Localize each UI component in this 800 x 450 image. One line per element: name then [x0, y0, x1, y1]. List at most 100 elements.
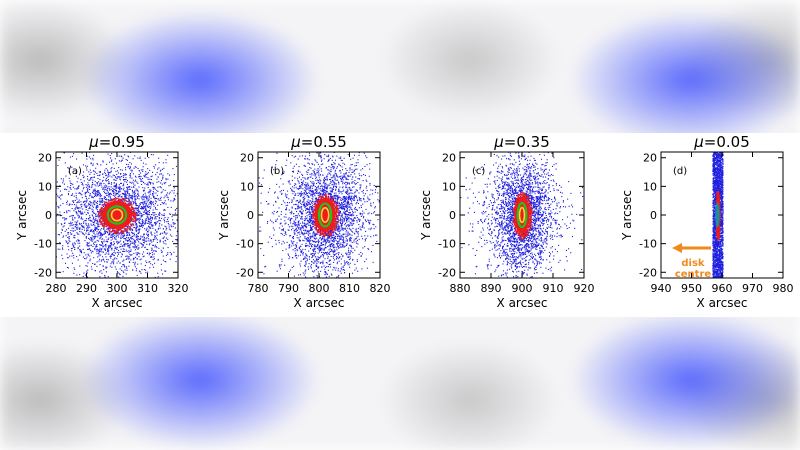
- scatter-point: [86, 243, 88, 245]
- scatter-point: [163, 167, 165, 169]
- scatter-point: [129, 240, 131, 242]
- scatter-point: [73, 267, 75, 269]
- scatter-point: [306, 187, 308, 189]
- scatter-point: [93, 242, 95, 244]
- scatter-point: [96, 261, 98, 263]
- scatter-point: [169, 191, 171, 193]
- scatter-point: [310, 240, 312, 242]
- core-point: [128, 202, 130, 204]
- scatter-point: [61, 229, 63, 231]
- scatter-point: [103, 241, 105, 243]
- scatter-point: [118, 229, 120, 231]
- scatter-point: [142, 170, 144, 172]
- scatter-point: [297, 255, 299, 257]
- core-point: [126, 205, 128, 207]
- scatter-point: [180, 220, 181, 221]
- scatter-point: [160, 196, 162, 198]
- scatter-point: [116, 247, 118, 249]
- scatter-point: [92, 211, 94, 213]
- scatter-point: [105, 192, 107, 194]
- scatter-point: [78, 216, 80, 218]
- scatter-point: [167, 197, 169, 199]
- scatter-point: [309, 216, 311, 218]
- scatter-point: [329, 246, 331, 248]
- scatter-point: [302, 252, 304, 254]
- scatter-point: [107, 188, 109, 190]
- scatter-point: [360, 169, 362, 171]
- scatter-point: [334, 171, 336, 173]
- scatter-point: [110, 171, 112, 173]
- scatter-point: [328, 239, 330, 241]
- scatter-point: [319, 166, 321, 168]
- scatter-point: [102, 251, 104, 253]
- scatter-point: [299, 249, 301, 251]
- scatter-point: [105, 186, 107, 188]
- scatter-point: [128, 166, 130, 168]
- scatter-point: [294, 229, 296, 231]
- scatter-point: [123, 241, 125, 243]
- scatter-point: [326, 266, 328, 268]
- scatter-point: [113, 185, 115, 187]
- scatter-point: [82, 256, 84, 258]
- scatter-point: [162, 162, 164, 164]
- plot-area: [34, 152, 196, 278]
- scatter-point: [95, 246, 97, 248]
- scatter-point: [119, 194, 121, 196]
- scatter-point: [100, 244, 102, 246]
- scatter-point: [141, 202, 143, 204]
- scatter-point: [135, 237, 137, 239]
- scatter-point: [91, 185, 93, 187]
- scatter-point: [328, 236, 330, 238]
- scatter-point: [89, 206, 91, 208]
- scatter-point: [346, 235, 348, 237]
- scatter-point: [81, 228, 83, 230]
- scatter-point: [372, 261, 374, 263]
- scatter-point: [312, 163, 314, 165]
- scatter-point: [333, 238, 335, 240]
- scatter-point: [290, 225, 292, 227]
- scatter-point: [97, 215, 99, 217]
- scatter-point: [350, 199, 352, 201]
- scatter-point: [195, 192, 196, 193]
- scatter-point: [106, 232, 108, 234]
- scatter-point: [134, 203, 136, 205]
- scatter-point: [53, 261, 54, 262]
- scatter-point: [158, 247, 160, 249]
- scatter-point: [291, 206, 293, 208]
- scatter-point: [143, 236, 145, 238]
- scatter-point: [338, 163, 340, 165]
- scatter-point: [313, 220, 315, 222]
- scatter-point: [306, 240, 308, 242]
- scatter-point: [85, 209, 87, 211]
- scatter-point: [323, 194, 325, 196]
- scatter-point: [303, 189, 305, 191]
- scatter-point: [110, 160, 112, 162]
- scatter-point: [314, 168, 316, 170]
- scatter-point: [99, 182, 101, 184]
- scatter-point: [87, 186, 89, 188]
- scatter-point: [116, 243, 118, 245]
- scatter-point: [128, 240, 130, 242]
- scatter-point: [140, 180, 142, 182]
- scatter-point: [165, 226, 167, 228]
- scatter-point: [135, 203, 137, 205]
- scatter-point: [127, 243, 129, 245]
- scatter-point: [312, 196, 314, 198]
- scatter-point: [66, 241, 68, 243]
- scatter-point: [149, 252, 151, 254]
- scatter-point: [322, 263, 324, 265]
- scatter-point: [277, 211, 279, 213]
- core-point: [134, 211, 136, 213]
- scatter-point: [138, 256, 140, 258]
- scatter-point: [158, 219, 160, 221]
- scatter-point: [310, 267, 312, 269]
- scatter-point: [266, 222, 268, 224]
- scatter-point: [134, 192, 136, 194]
- scatter-point: [140, 263, 142, 265]
- scatter-point: [342, 183, 344, 185]
- scatter-point: [86, 230, 88, 232]
- scatter-point: [157, 228, 159, 230]
- scatter-point: [162, 178, 164, 180]
- scatter-point: [171, 235, 173, 237]
- scatter-point: [34, 195, 35, 196]
